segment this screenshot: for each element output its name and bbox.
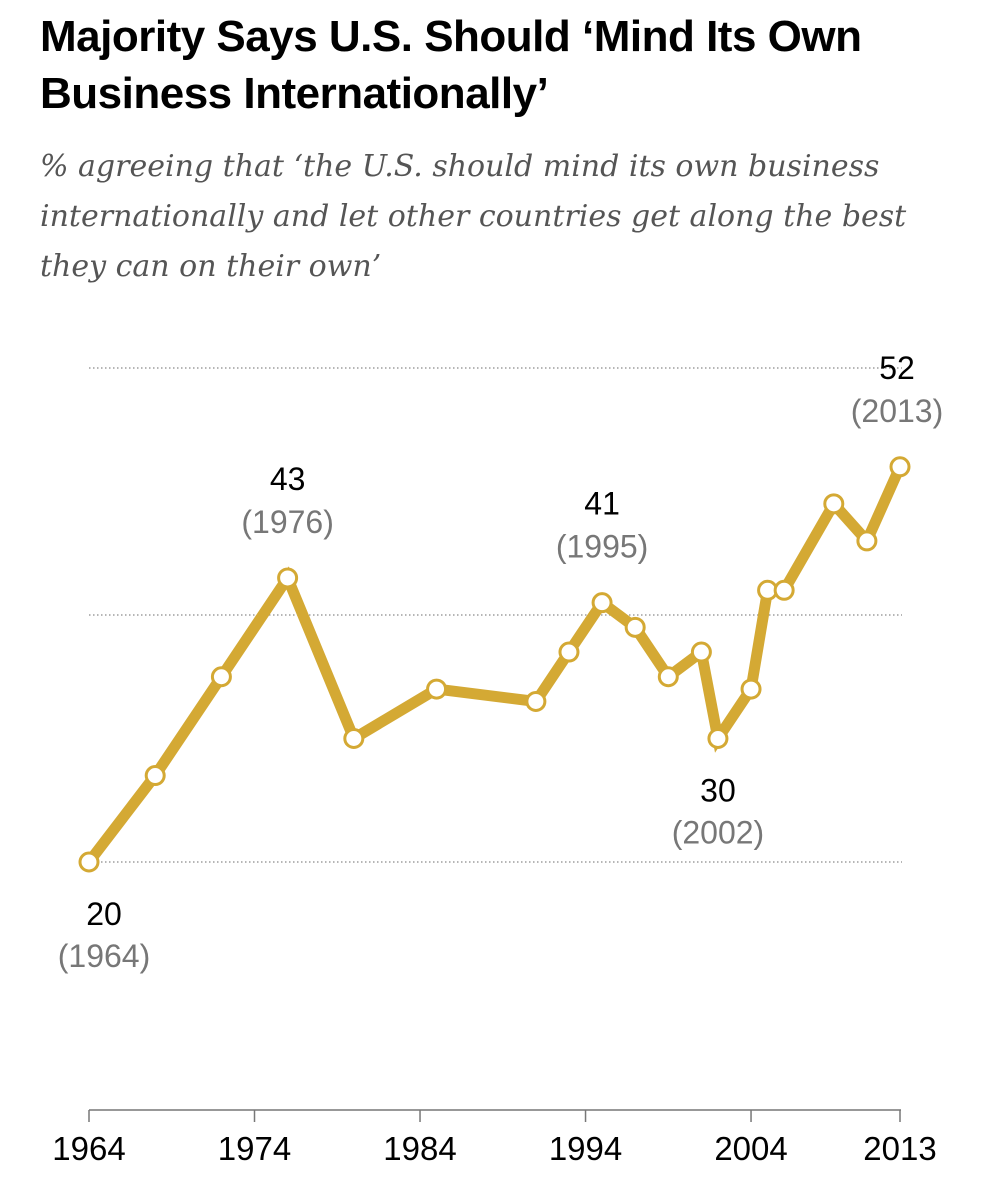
data-point-1985 xyxy=(426,678,448,700)
x-axis: 1964 1974 1984 1994 2004 2013 xyxy=(52,1109,937,1167)
annotation-value: 30 xyxy=(700,773,736,809)
data-points xyxy=(78,456,911,873)
annotation-year: (1995) xyxy=(556,529,649,565)
chart-subtitle: % agreeing that ‘the U.S. should mind it… xyxy=(40,149,907,284)
x-tick-label: 1964 xyxy=(52,1130,125,1167)
data-point-1993 xyxy=(558,641,580,663)
x-tick-label: 1974 xyxy=(218,1130,291,1167)
annotation-value: 52 xyxy=(879,350,915,386)
annotation-year: (1976) xyxy=(241,504,334,540)
data-point-2009 xyxy=(823,493,845,515)
data-point-2011 xyxy=(856,530,878,552)
data-point-1997 xyxy=(624,616,646,638)
data-point-2002 xyxy=(707,728,729,749)
annotation-year: (1964) xyxy=(58,938,151,974)
chart-title: Majority Says U.S. Should ‘Mind Its Own … xyxy=(40,12,862,118)
data-point-1999 xyxy=(657,666,679,688)
annotation-value: 41 xyxy=(584,486,620,522)
annotation-value: 20 xyxy=(86,896,122,932)
x-tick-label: 1984 xyxy=(383,1130,456,1167)
x-tick-label: 2004 xyxy=(714,1130,787,1167)
data-point-1995 xyxy=(591,592,613,614)
annotation-year: (2013) xyxy=(851,393,944,429)
data-point-1968 xyxy=(144,765,166,787)
annotations: 20 (1964) 43 (1976) 41 (1995) 30 (2002) 52 (2013) xyxy=(58,350,944,974)
data-point-2004 xyxy=(740,678,762,700)
data-point-2001 xyxy=(690,641,712,663)
data-point-1991 xyxy=(525,690,547,712)
annotation-value: 43 xyxy=(270,461,306,497)
data-point-1976 xyxy=(277,567,299,589)
series-line xyxy=(84,464,906,866)
data-point-1964 xyxy=(78,851,100,873)
x-tick-label: 2013 xyxy=(863,1130,936,1167)
series-layer xyxy=(84,464,906,866)
x-tick-label: 1994 xyxy=(549,1130,622,1167)
data-point-1980 xyxy=(343,728,365,749)
annotation-year: (2002) xyxy=(672,815,765,851)
data-point-2013 xyxy=(889,456,911,478)
data-point-1972 xyxy=(210,666,232,688)
data-point-2006 xyxy=(773,579,795,601)
gridlines xyxy=(89,367,902,863)
